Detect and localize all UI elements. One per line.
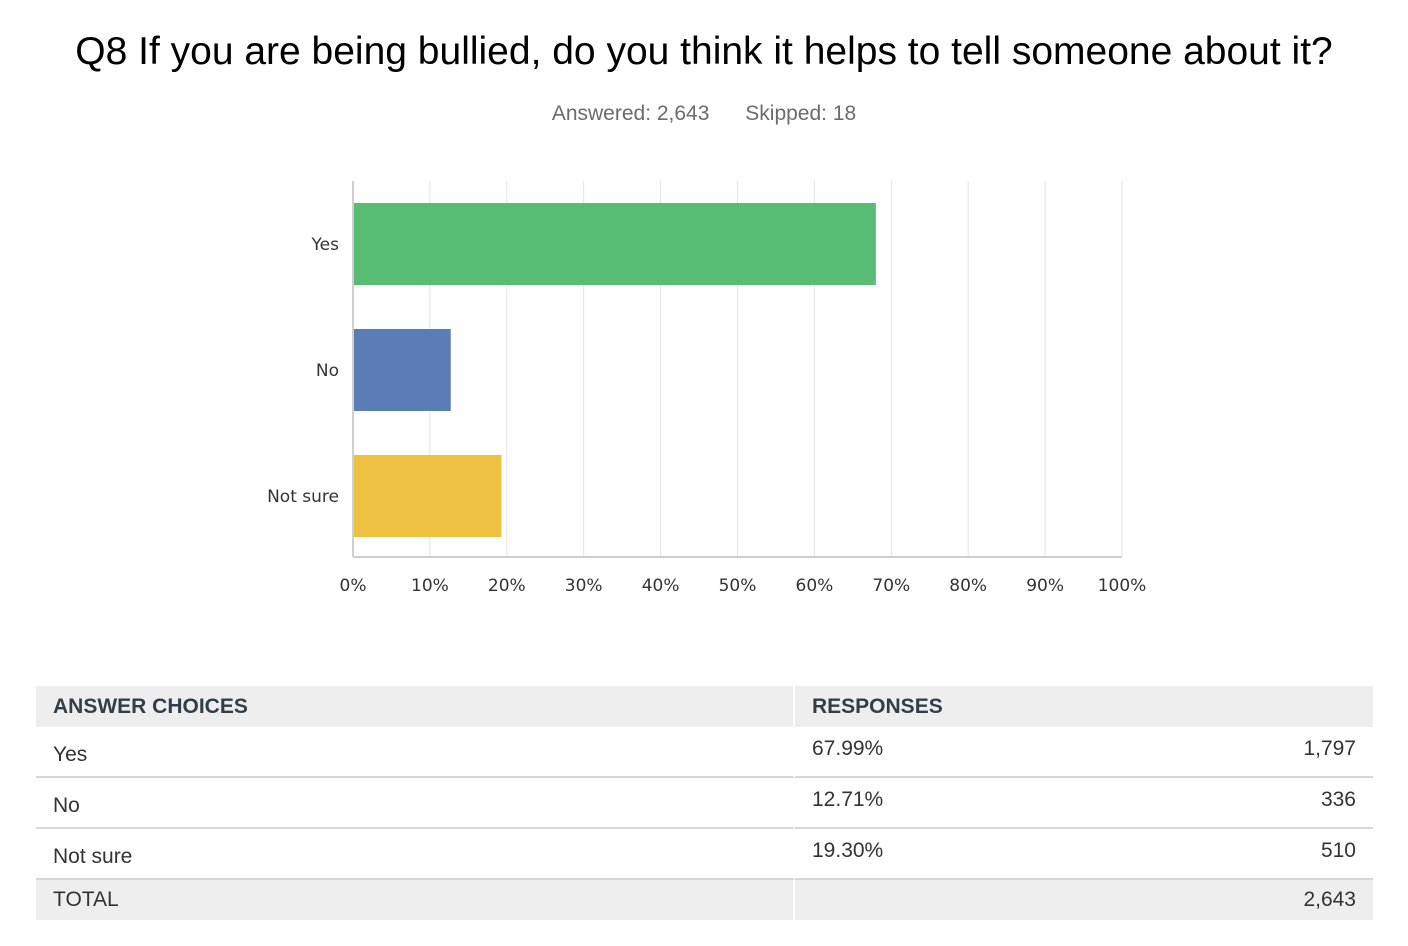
chart-bars — [353, 203, 876, 537]
total-percent-empty — [795, 880, 1119, 920]
table-row: Yes 67.99% 1,797 — [36, 727, 1373, 778]
row-choice: Yes — [36, 727, 795, 778]
bar-yes — [353, 203, 876, 285]
total-label: TOTAL — [36, 880, 795, 920]
answer-choices-header: ANSWER CHOICES — [36, 686, 795, 727]
chart-labels: 0% 10% 20% 30% 40% 50% 60% 70% 80% 90% 100% Yes No No… — [267, 235, 1146, 596]
table-header-row: ANSWER CHOICES RESPONSES — [36, 686, 1373, 727]
answered-count: Answered: 2,643 — [551, 102, 710, 125]
responses-header: RESPONSES — [795, 686, 1373, 727]
row-percent: 19.30% — [795, 829, 1119, 880]
row-choice: No — [36, 778, 795, 829]
bar-not-sure — [353, 455, 502, 537]
x-tick-label: 0% — [340, 576, 367, 596]
response-stats: Answered: 2,643 Skipped: 18 — [0, 101, 1408, 127]
total-row: TOTAL 2,643 — [36, 880, 1373, 920]
table-row: No 12.71% 336 — [36, 778, 1373, 829]
row-count: 510 — [1118, 829, 1373, 880]
table-row: Not sure 19.30% 510 — [36, 829, 1373, 880]
row-count: 336 — [1118, 778, 1373, 829]
x-tick-label: 40% — [642, 576, 680, 596]
x-tick-label: 50% — [719, 576, 757, 596]
x-tick-label: 100% — [1098, 576, 1147, 596]
x-tick-label: 80% — [949, 576, 987, 596]
category-label: No — [316, 361, 339, 381]
x-tick-label: 10% — [411, 576, 449, 596]
row-choice: Not sure — [36, 829, 795, 880]
x-tick-label: 20% — [488, 576, 526, 596]
responses-table: ANSWER CHOICES RESPONSES Yes 67.99% 1,79… — [36, 686, 1373, 920]
category-label: Not sure — [267, 487, 339, 507]
x-tick-label: 90% — [1026, 576, 1064, 596]
total-count: 2,643 — [1118, 880, 1373, 920]
x-tick-label: 60% — [796, 576, 834, 596]
chart-axes — [352, 181, 1122, 558]
category-label: Yes — [311, 235, 340, 255]
row-percent: 67.99% — [795, 727, 1119, 778]
question-title: Q8 If you are being bullied, do you thin… — [75, 30, 1333, 73]
row-percent: 12.71% — [795, 778, 1119, 829]
bar-chart: 0% 10% 20% 30% 40% 50% 60% 70% 80% 90% 100% Yes No No… — [267, 181, 1146, 596]
row-count: 1,797 — [1118, 727, 1373, 778]
skipped-count: Skipped: 18 — [745, 102, 857, 125]
bar-no — [353, 329, 451, 411]
x-tick-label: 30% — [565, 576, 603, 596]
x-tick-label: 70% — [872, 576, 910, 596]
